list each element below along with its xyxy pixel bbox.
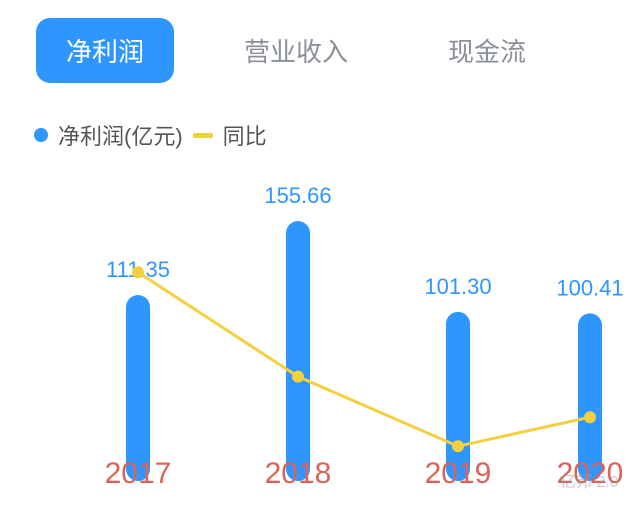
legend-dot-series1 <box>34 128 48 142</box>
bar-value-2019: 101.30 <box>424 274 491 299</box>
tab-bar: 净利润 营业收入 现金流 <box>0 0 640 93</box>
bar-value-2018: 155.66 <box>264 183 331 208</box>
line-point-2020 <box>584 411 596 423</box>
line-point-2019 <box>452 440 464 452</box>
watermark: 亿邦 2.0 <box>560 473 619 491</box>
bar-value-2020: 100.41 <box>556 275 623 300</box>
x-label-2017: 2017 <box>105 457 172 490</box>
legend-label-series2: 同比 <box>223 119 267 151</box>
chart-area: 111.35155.66101.30100.412017201820192020… <box>0 151 640 511</box>
bar-2018 <box>286 221 310 481</box>
tab-revenue[interactable]: 营业收入 <box>214 18 378 83</box>
tab-net-profit[interactable]: 净利润 <box>36 18 174 83</box>
x-label-2018: 2018 <box>265 457 332 490</box>
x-label-2019: 2019 <box>425 457 492 490</box>
bar-2019 <box>446 312 470 481</box>
bar-2017 <box>126 295 150 481</box>
legend-dash-series2 <box>193 133 213 138</box>
line-point-2018 <box>292 371 304 383</box>
chart-svg: 111.35155.66101.30100.412017201820192020… <box>0 151 640 511</box>
bar-2020 <box>578 313 602 481</box>
legend-label-series1: 净利润(亿元) <box>58 119 183 151</box>
line-point-2017 <box>132 266 144 278</box>
line-yoy <box>138 272 590 446</box>
tab-cashflow[interactable]: 现金流 <box>418 18 556 83</box>
chart-legend: 净利润(亿元) 同比 <box>0 93 640 151</box>
